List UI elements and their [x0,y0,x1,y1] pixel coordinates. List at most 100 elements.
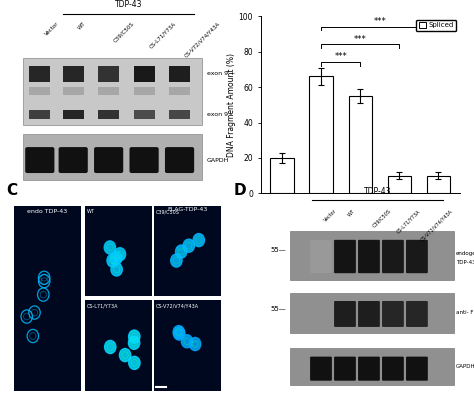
FancyBboxPatch shape [406,357,428,381]
FancyBboxPatch shape [59,147,88,173]
Text: CS-L71/Y73A: CS-L71/Y73A [148,21,177,50]
Ellipse shape [107,254,118,267]
Ellipse shape [111,263,122,276]
Text: Vector: Vector [44,21,60,37]
Text: C39/C50S: C39/C50S [371,208,392,229]
FancyBboxPatch shape [154,300,221,391]
FancyBboxPatch shape [23,134,202,181]
FancyBboxPatch shape [134,110,155,119]
Text: WT: WT [347,208,356,217]
FancyBboxPatch shape [29,87,50,95]
Ellipse shape [173,327,185,340]
FancyBboxPatch shape [382,240,404,273]
Text: WT: WT [87,209,95,214]
FancyBboxPatch shape [98,87,119,95]
Text: ***: *** [354,35,366,44]
Bar [310,77,333,193]
Text: C39/C50S: C39/C50S [113,21,136,44]
FancyBboxPatch shape [310,357,332,381]
FancyBboxPatch shape [334,301,356,327]
FancyBboxPatch shape [94,147,123,173]
Text: exon 9 -: exon 9 - [207,112,232,117]
Ellipse shape [181,334,193,348]
FancyBboxPatch shape [334,240,356,273]
Bar [348,96,372,193]
FancyBboxPatch shape [358,357,380,381]
FancyBboxPatch shape [98,110,119,119]
Bar [388,176,411,193]
FancyBboxPatch shape [165,147,194,173]
Bar [427,176,450,193]
Ellipse shape [173,326,184,339]
Ellipse shape [189,337,201,351]
FancyBboxPatch shape [382,301,404,327]
Text: 55—: 55— [270,306,286,312]
Text: endo TDP-43: endo TDP-43 [27,209,68,214]
Ellipse shape [114,248,126,261]
Ellipse shape [119,349,131,362]
FancyBboxPatch shape [406,301,428,327]
Text: GAPDH: GAPDH [456,364,474,369]
FancyBboxPatch shape [358,240,380,273]
FancyBboxPatch shape [154,206,221,296]
FancyBboxPatch shape [291,293,454,333]
Ellipse shape [128,336,140,349]
Text: C39/C50S: C39/C50S [156,209,180,214]
FancyBboxPatch shape [25,147,55,173]
Text: CS-V72/V74/Y43A: CS-V72/V74/Y43A [156,304,199,309]
Ellipse shape [110,251,122,265]
FancyBboxPatch shape [14,206,81,391]
Text: FLAG-TDP-43: FLAG-TDP-43 [167,208,208,212]
Ellipse shape [183,239,194,252]
Text: CS-V72/V74/Y43A: CS-V72/V74/Y43A [184,21,221,58]
Bar [271,158,294,193]
Text: TDP-43: TDP-43 [456,260,474,266]
Text: ***: *** [334,52,347,61]
FancyBboxPatch shape [29,66,50,82]
FancyBboxPatch shape [85,206,152,296]
FancyBboxPatch shape [98,66,119,82]
Text: WT: WT [77,21,87,31]
Ellipse shape [193,233,205,247]
FancyBboxPatch shape [382,357,404,381]
Text: GAPDH: GAPDH [207,158,229,162]
Text: CS-L71/Y73A: CS-L71/Y73A [395,208,421,234]
Text: CS-L71/Y73A: CS-L71/Y73A [87,304,118,309]
FancyBboxPatch shape [291,231,454,280]
FancyBboxPatch shape [63,110,83,119]
Text: Vector: Vector [323,208,338,223]
Text: TDP-43: TDP-43 [115,0,142,9]
Ellipse shape [128,356,140,370]
Text: TDP-43: TDP-43 [364,187,392,196]
FancyBboxPatch shape [334,357,356,381]
Text: anti- FLAG: anti- FLAG [456,310,474,315]
FancyBboxPatch shape [310,240,332,273]
FancyBboxPatch shape [63,87,83,95]
Text: exon 9 +: exon 9 + [207,71,235,77]
FancyBboxPatch shape [134,87,155,95]
FancyBboxPatch shape [358,301,380,327]
FancyBboxPatch shape [134,66,155,82]
Ellipse shape [175,245,187,258]
FancyBboxPatch shape [29,110,50,119]
Ellipse shape [104,241,116,254]
FancyBboxPatch shape [85,300,152,391]
Text: TDP-43: TDP-43 [366,252,393,261]
Text: B: B [217,0,228,2]
Text: endogenous: endogenous [456,251,474,256]
FancyBboxPatch shape [406,240,428,273]
Ellipse shape [105,341,116,353]
Y-axis label: DNA Fragment Amount (%): DNA Fragment Amount (%) [227,53,236,157]
Text: CS-V72/V74/Y43A: CS-V72/V74/Y43A [419,208,453,242]
Text: 55—: 55— [270,247,286,253]
FancyBboxPatch shape [169,66,190,82]
FancyBboxPatch shape [23,58,202,125]
FancyBboxPatch shape [129,147,159,173]
Legend: Spliced: Spliced [416,20,456,31]
FancyBboxPatch shape [291,348,454,385]
Ellipse shape [128,330,140,343]
Text: ***: *** [374,17,386,26]
Text: C: C [6,183,17,198]
FancyBboxPatch shape [169,110,190,119]
Ellipse shape [171,254,182,267]
